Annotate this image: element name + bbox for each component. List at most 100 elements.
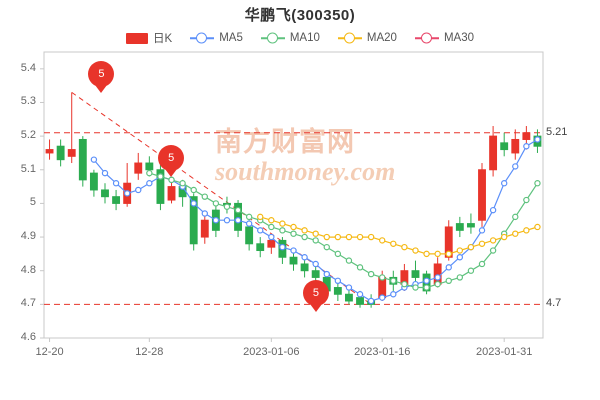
ma-point-ma5: [323, 270, 330, 278]
legend-item-ma10[interactable]: MA10: [260, 32, 320, 44]
ma-point-ma10: [412, 284, 419, 291]
ma-point-ma5: [445, 264, 452, 271]
ma-point-ma5: [123, 190, 131, 197]
ma-point-ma5: [245, 220, 253, 227]
ma-point-ma10: [201, 193, 208, 200]
chart-marker-pin[interactable]: 5: [302, 279, 329, 306]
ma-point-ma10: [323, 243, 330, 251]
ma-point-ma20: [412, 247, 419, 254]
candle-body: [511, 138, 520, 154]
candle-body: [45, 149, 54, 154]
y-axis-label: 5.3: [20, 95, 36, 108]
legend-item-ma5[interactable]: MA5: [190, 32, 243, 44]
ma-point-ma10: [379, 274, 386, 281]
y-axis-label: 5.4: [20, 61, 36, 74]
candle-body: [444, 226, 453, 258]
chart-marker-pin[interactable]: 5: [158, 144, 185, 171]
candle-body: [489, 135, 498, 171]
candle-body: [256, 243, 265, 252]
candle-body: [478, 169, 486, 221]
x-axis-label: 12-28: [135, 346, 164, 358]
y-axis-label: 4.8: [20, 263, 36, 276]
x-axis-label: 2023-01-06: [243, 346, 300, 358]
ma-point-ma10: [434, 280, 441, 288]
ma-point-ma10: [279, 227, 286, 234]
ma-point-ma20: [523, 227, 530, 234]
ma-point-ma5: [367, 297, 375, 305]
candle-body: [78, 138, 87, 181]
candlestick: [466, 213, 475, 234]
ma-point-ma10: [146, 169, 153, 177]
ma-point-ma20: [423, 250, 430, 258]
ma-point-ma5: [334, 277, 342, 284]
ma-point-ma5: [390, 291, 397, 298]
ma-point-ma20: [356, 233, 364, 241]
ma-point-ma5: [279, 243, 286, 251]
legend-swatch-icon: [126, 32, 149, 44]
ma-point-ma10: [223, 203, 231, 210]
chart-marker-pin[interactable]: 5: [88, 60, 115, 87]
x-axis-label: 2023-01-31: [476, 346, 533, 358]
ma-point-ma10: [401, 280, 408, 288]
candlestick: [500, 132, 509, 157]
ma-point-ma20: [290, 223, 297, 231]
candlestick: [67, 92, 76, 164]
ma-point-ma5: [268, 233, 275, 241]
ma-point-ma5: [101, 169, 109, 177]
ma-point-ma10: [445, 277, 452, 284]
legend-item-日k[interactable]: 日K: [126, 30, 172, 46]
ma-point-ma5: [478, 227, 486, 234]
candle-body: [156, 169, 165, 204]
ma-point-ma10: [234, 206, 242, 214]
ma-point-ma10: [312, 237, 319, 244]
candle-body: [200, 219, 209, 238]
plot-frame: [43, 51, 544, 339]
ma-point-ma20: [445, 250, 452, 258]
candle-body: [500, 142, 509, 151]
candlestick: [300, 257, 309, 278]
ma-point-ma20: [367, 233, 375, 241]
candlestick: [45, 139, 54, 160]
ma-point-ma20: [323, 233, 330, 241]
ma-point-ma5: [112, 180, 120, 187]
legend-item-ma20[interactable]: MA20: [337, 32, 397, 44]
ma-point-ma5: [423, 277, 430, 284]
legend-label: MA5: [219, 32, 243, 44]
ma-point-ma20: [257, 213, 264, 221]
upper-reference-value: 5.21: [546, 125, 568, 138]
ma-point-ma5: [512, 163, 519, 170]
ma-point-ma5: [500, 180, 508, 187]
ma-point-ma5: [456, 254, 464, 261]
legend-item-ma30[interactable]: MA30: [414, 32, 474, 44]
candlestick: [333, 280, 342, 301]
candle-body: [234, 202, 242, 231]
candlestick: [134, 152, 143, 180]
candlestick: [478, 163, 486, 227]
candlestick: [455, 216, 464, 238]
ma-point-ma20: [312, 230, 319, 237]
ma-point-ma20: [279, 220, 286, 227]
ma-point-ma10: [367, 270, 375, 278]
candlestick: [156, 163, 165, 211]
ma-point-ma10: [478, 260, 486, 268]
candle-body: [89, 172, 98, 191]
y-axis-label: 4.7: [20, 297, 36, 310]
candle-body: [333, 287, 342, 295]
candlestick: [256, 237, 265, 258]
candlestick: [167, 179, 176, 204]
ma-point-ma10: [512, 213, 519, 221]
candlestick: [112, 189, 121, 211]
ma-point-ma20: [390, 240, 397, 247]
legend-label: MA20: [366, 32, 397, 44]
ma-point-ma5: [234, 217, 242, 224]
candlestick: [511, 129, 520, 160]
ma-point-ma20: [268, 217, 275, 224]
candlestick: [89, 169, 98, 197]
candle-body: [67, 149, 76, 157]
candle-body: [356, 297, 364, 305]
y-axis-label: 5.2: [20, 129, 36, 142]
ma-point-ma20: [401, 243, 408, 251]
trend-line: [71, 91, 372, 305]
chart-legend: 日K MA5 MA10 MA20 MA30: [0, 30, 600, 46]
lower-reference-value: 4.7: [546, 297, 562, 310]
